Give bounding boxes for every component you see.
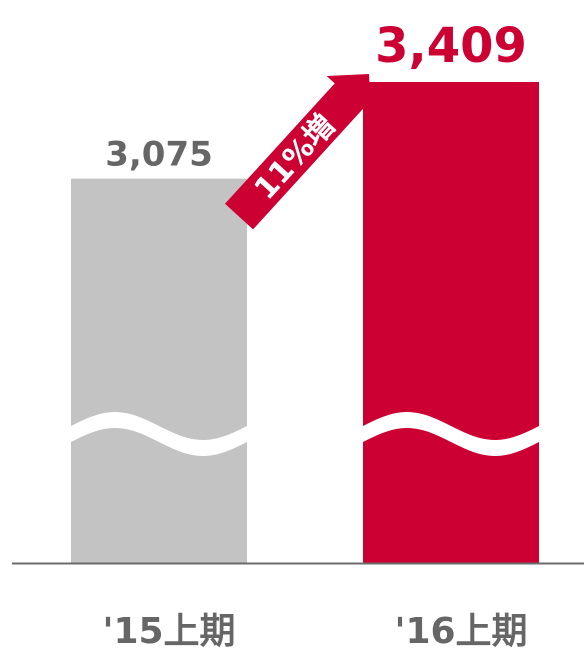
growth-arrow-body [224, 74, 371, 230]
axis-breaks-group [69, 412, 541, 456]
bar-prev [71, 178, 247, 563]
value-label-prev: 3,075 [105, 135, 213, 175]
labels-group: 3,075 3,409 '15上期 '16上期 [102, 18, 527, 651]
value-label-curr: 3,409 [375, 18, 527, 74]
axis-break-wave [361, 412, 541, 456]
growth-annotation: 11%増 [248, 108, 342, 207]
category-label-prev: '15上期 [102, 611, 235, 651]
bar-curr [363, 82, 539, 563]
category-label-curr: '16上期 [394, 611, 527, 651]
axis-break-wave [69, 412, 249, 456]
bars-group [71, 82, 539, 563]
